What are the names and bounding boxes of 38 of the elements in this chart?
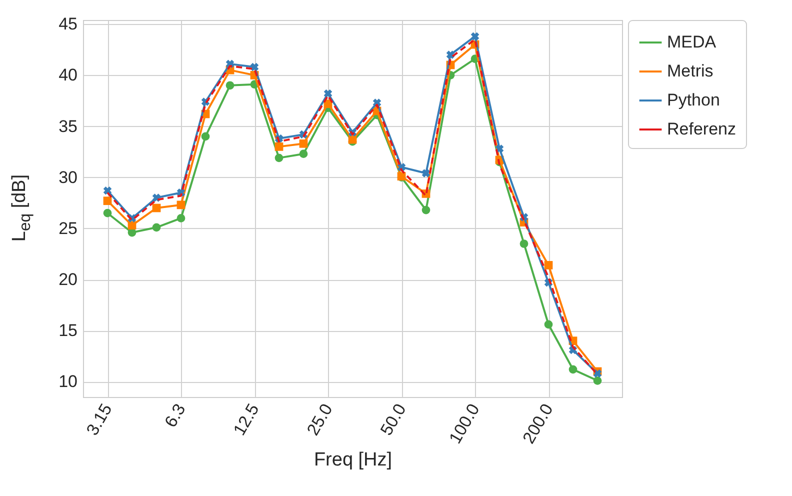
point xyxy=(103,196,112,206)
y-tick-label: 30 xyxy=(58,168,78,187)
point xyxy=(470,32,480,40)
point xyxy=(593,376,602,385)
point xyxy=(422,206,430,214)
point xyxy=(103,208,112,218)
point xyxy=(299,150,308,158)
point xyxy=(274,154,284,162)
y-tick-label: 40 xyxy=(58,66,78,85)
x-tick-label: 6.3 xyxy=(161,400,190,430)
point xyxy=(520,240,528,248)
point xyxy=(152,204,161,212)
point xyxy=(128,221,136,230)
point xyxy=(152,223,161,232)
point xyxy=(226,81,234,90)
point xyxy=(544,261,553,270)
y-tick-label: 45 xyxy=(58,14,78,34)
legend-label: MEDA xyxy=(667,32,717,52)
point xyxy=(176,200,186,210)
point xyxy=(176,214,186,222)
point xyxy=(544,320,553,329)
y-tick-label: 15 xyxy=(58,321,78,340)
point xyxy=(422,169,430,178)
point xyxy=(324,89,332,98)
y-tick-label: 20 xyxy=(58,270,78,290)
legend-label: Metris xyxy=(667,62,714,80)
x-axis-title: Freq [Hz] xyxy=(314,449,392,470)
point xyxy=(274,142,284,151)
legend-label: Python xyxy=(667,90,720,110)
point xyxy=(201,132,210,141)
point xyxy=(446,50,455,59)
point xyxy=(103,186,112,195)
y-tick-label: 10 xyxy=(58,372,78,392)
point xyxy=(299,139,308,148)
y-tick-label: 35 xyxy=(58,116,78,136)
point xyxy=(568,365,578,374)
legend-label: Referenz xyxy=(667,120,736,138)
y-tick-label: 25 xyxy=(58,218,78,238)
